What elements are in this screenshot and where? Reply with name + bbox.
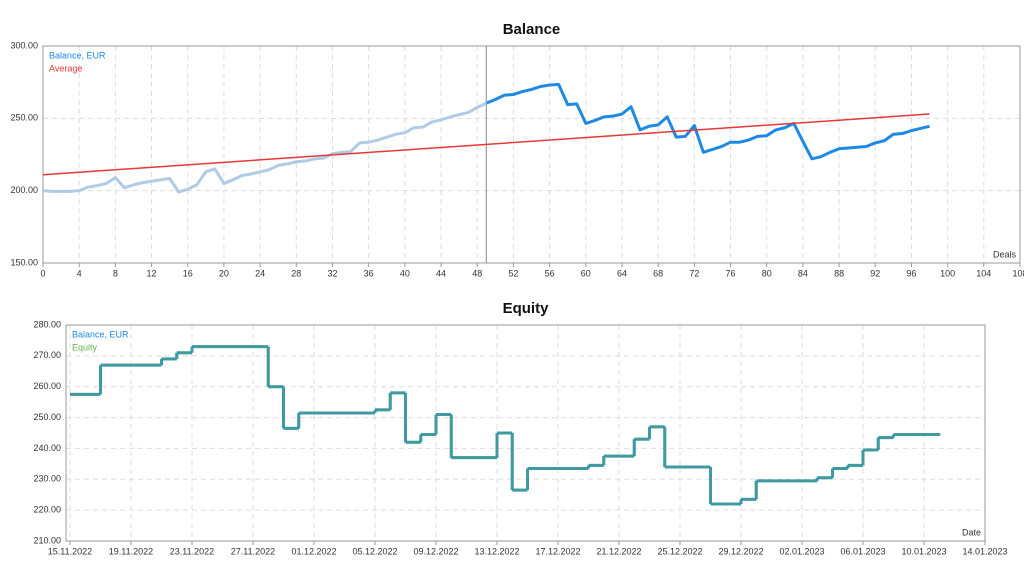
y-tick-label: 270.00 bbox=[33, 350, 61, 360]
x-tick-label: 05.12.2022 bbox=[352, 546, 397, 556]
x-tick-label: 4 bbox=[77, 268, 82, 278]
legend-entry: Equity bbox=[72, 342, 98, 352]
x-tick-label: 40 bbox=[400, 268, 410, 278]
chart-title: Balance bbox=[503, 21, 561, 38]
x-tick-label: 72 bbox=[689, 268, 699, 278]
x-tick-label: 20 bbox=[219, 268, 229, 278]
x-tick-label: 36 bbox=[364, 268, 374, 278]
x-tick-label: 16 bbox=[183, 268, 193, 278]
x-tick-label: 52 bbox=[508, 268, 518, 278]
y-tick-label: 250.00 bbox=[10, 113, 38, 123]
x-tick-label: 19.11.2022 bbox=[109, 546, 153, 556]
plot-area bbox=[42, 45, 1021, 264]
x-tick-label: 32 bbox=[327, 268, 337, 278]
series-line bbox=[42, 82, 930, 194]
plot-area bbox=[65, 324, 986, 542]
x-tick-label: 96 bbox=[906, 268, 916, 278]
x-tick-label: 0 bbox=[40, 268, 45, 278]
x-tick-label: 100 bbox=[940, 268, 955, 278]
x-tick-label: 23.11.2022 bbox=[170, 546, 214, 556]
y-tick-label: 250.00 bbox=[33, 412, 61, 422]
x-tick-label: 108 bbox=[1012, 268, 1024, 278]
legend-entry: Average bbox=[49, 63, 82, 73]
x-tick-label: 21.12.2022 bbox=[596, 546, 641, 556]
x-tick-label: 88 bbox=[834, 268, 844, 278]
x-tick-label: 80 bbox=[762, 268, 772, 278]
x-tick-label: 06.01.2023 bbox=[840, 546, 885, 556]
x-tick-label: 10.01.2023 bbox=[901, 546, 946, 556]
y-tick-label: 240.00 bbox=[33, 443, 61, 453]
x-axis-label: Date bbox=[962, 527, 981, 537]
x-tick-label: 24 bbox=[255, 268, 265, 278]
plot-border bbox=[42, 45, 1021, 264]
x-tick-label: 76 bbox=[726, 268, 736, 278]
x-tick-label: 48 bbox=[472, 268, 482, 278]
x-tick-label: 8 bbox=[113, 268, 118, 278]
chart-title: Equity bbox=[503, 300, 549, 317]
x-tick-label: 104 bbox=[976, 268, 991, 278]
x-tick-label: 25.12.2022 bbox=[657, 546, 702, 556]
x-axis-label: Deals bbox=[993, 249, 1017, 259]
x-tick-label: 64 bbox=[617, 268, 627, 278]
x-tick-label: 60 bbox=[581, 268, 591, 278]
y-tick-label: 230.00 bbox=[33, 474, 61, 484]
x-tick-label: 09.12.2022 bbox=[413, 546, 458, 556]
y-tick-label: 200.00 bbox=[10, 185, 38, 195]
x-tick-label: 28 bbox=[291, 268, 301, 278]
x-tick-label: 01.12.2022 bbox=[291, 546, 336, 556]
y-tick-label: 210.00 bbox=[33, 535, 61, 545]
x-tick-label: 29.12.2022 bbox=[718, 546, 763, 556]
x-tick-label: 27.11.2022 bbox=[231, 546, 275, 556]
y-tick-label: 300.00 bbox=[10, 40, 38, 50]
x-tick-label: 15.11.2022 bbox=[48, 546, 92, 556]
x-tick-label: 68 bbox=[653, 268, 663, 278]
x-tick-label: 12 bbox=[147, 268, 157, 278]
y-tick-label: 220.00 bbox=[33, 505, 61, 515]
legend-entry: Balance, EUR bbox=[49, 50, 106, 60]
plot-border bbox=[65, 324, 986, 542]
x-tick-label: 92 bbox=[870, 268, 880, 278]
x-tick-label: 17.12.2022 bbox=[535, 546, 580, 556]
y-tick-label: 150.00 bbox=[10, 257, 38, 267]
x-tick-label: 13.12.2022 bbox=[474, 546, 519, 556]
x-tick-label: 84 bbox=[798, 268, 808, 278]
legend-entry: Balance, EUR bbox=[72, 329, 129, 339]
series-line bbox=[42, 113, 930, 176]
x-tick-label: 56 bbox=[545, 268, 555, 278]
x-tick-label: 14.01.2023 bbox=[962, 546, 1007, 556]
y-tick-label: 280.00 bbox=[33, 319, 61, 329]
x-tick-label: 02.01.2023 bbox=[779, 546, 824, 556]
y-tick-label: 260.00 bbox=[33, 381, 61, 391]
x-tick-label: 44 bbox=[436, 268, 446, 278]
